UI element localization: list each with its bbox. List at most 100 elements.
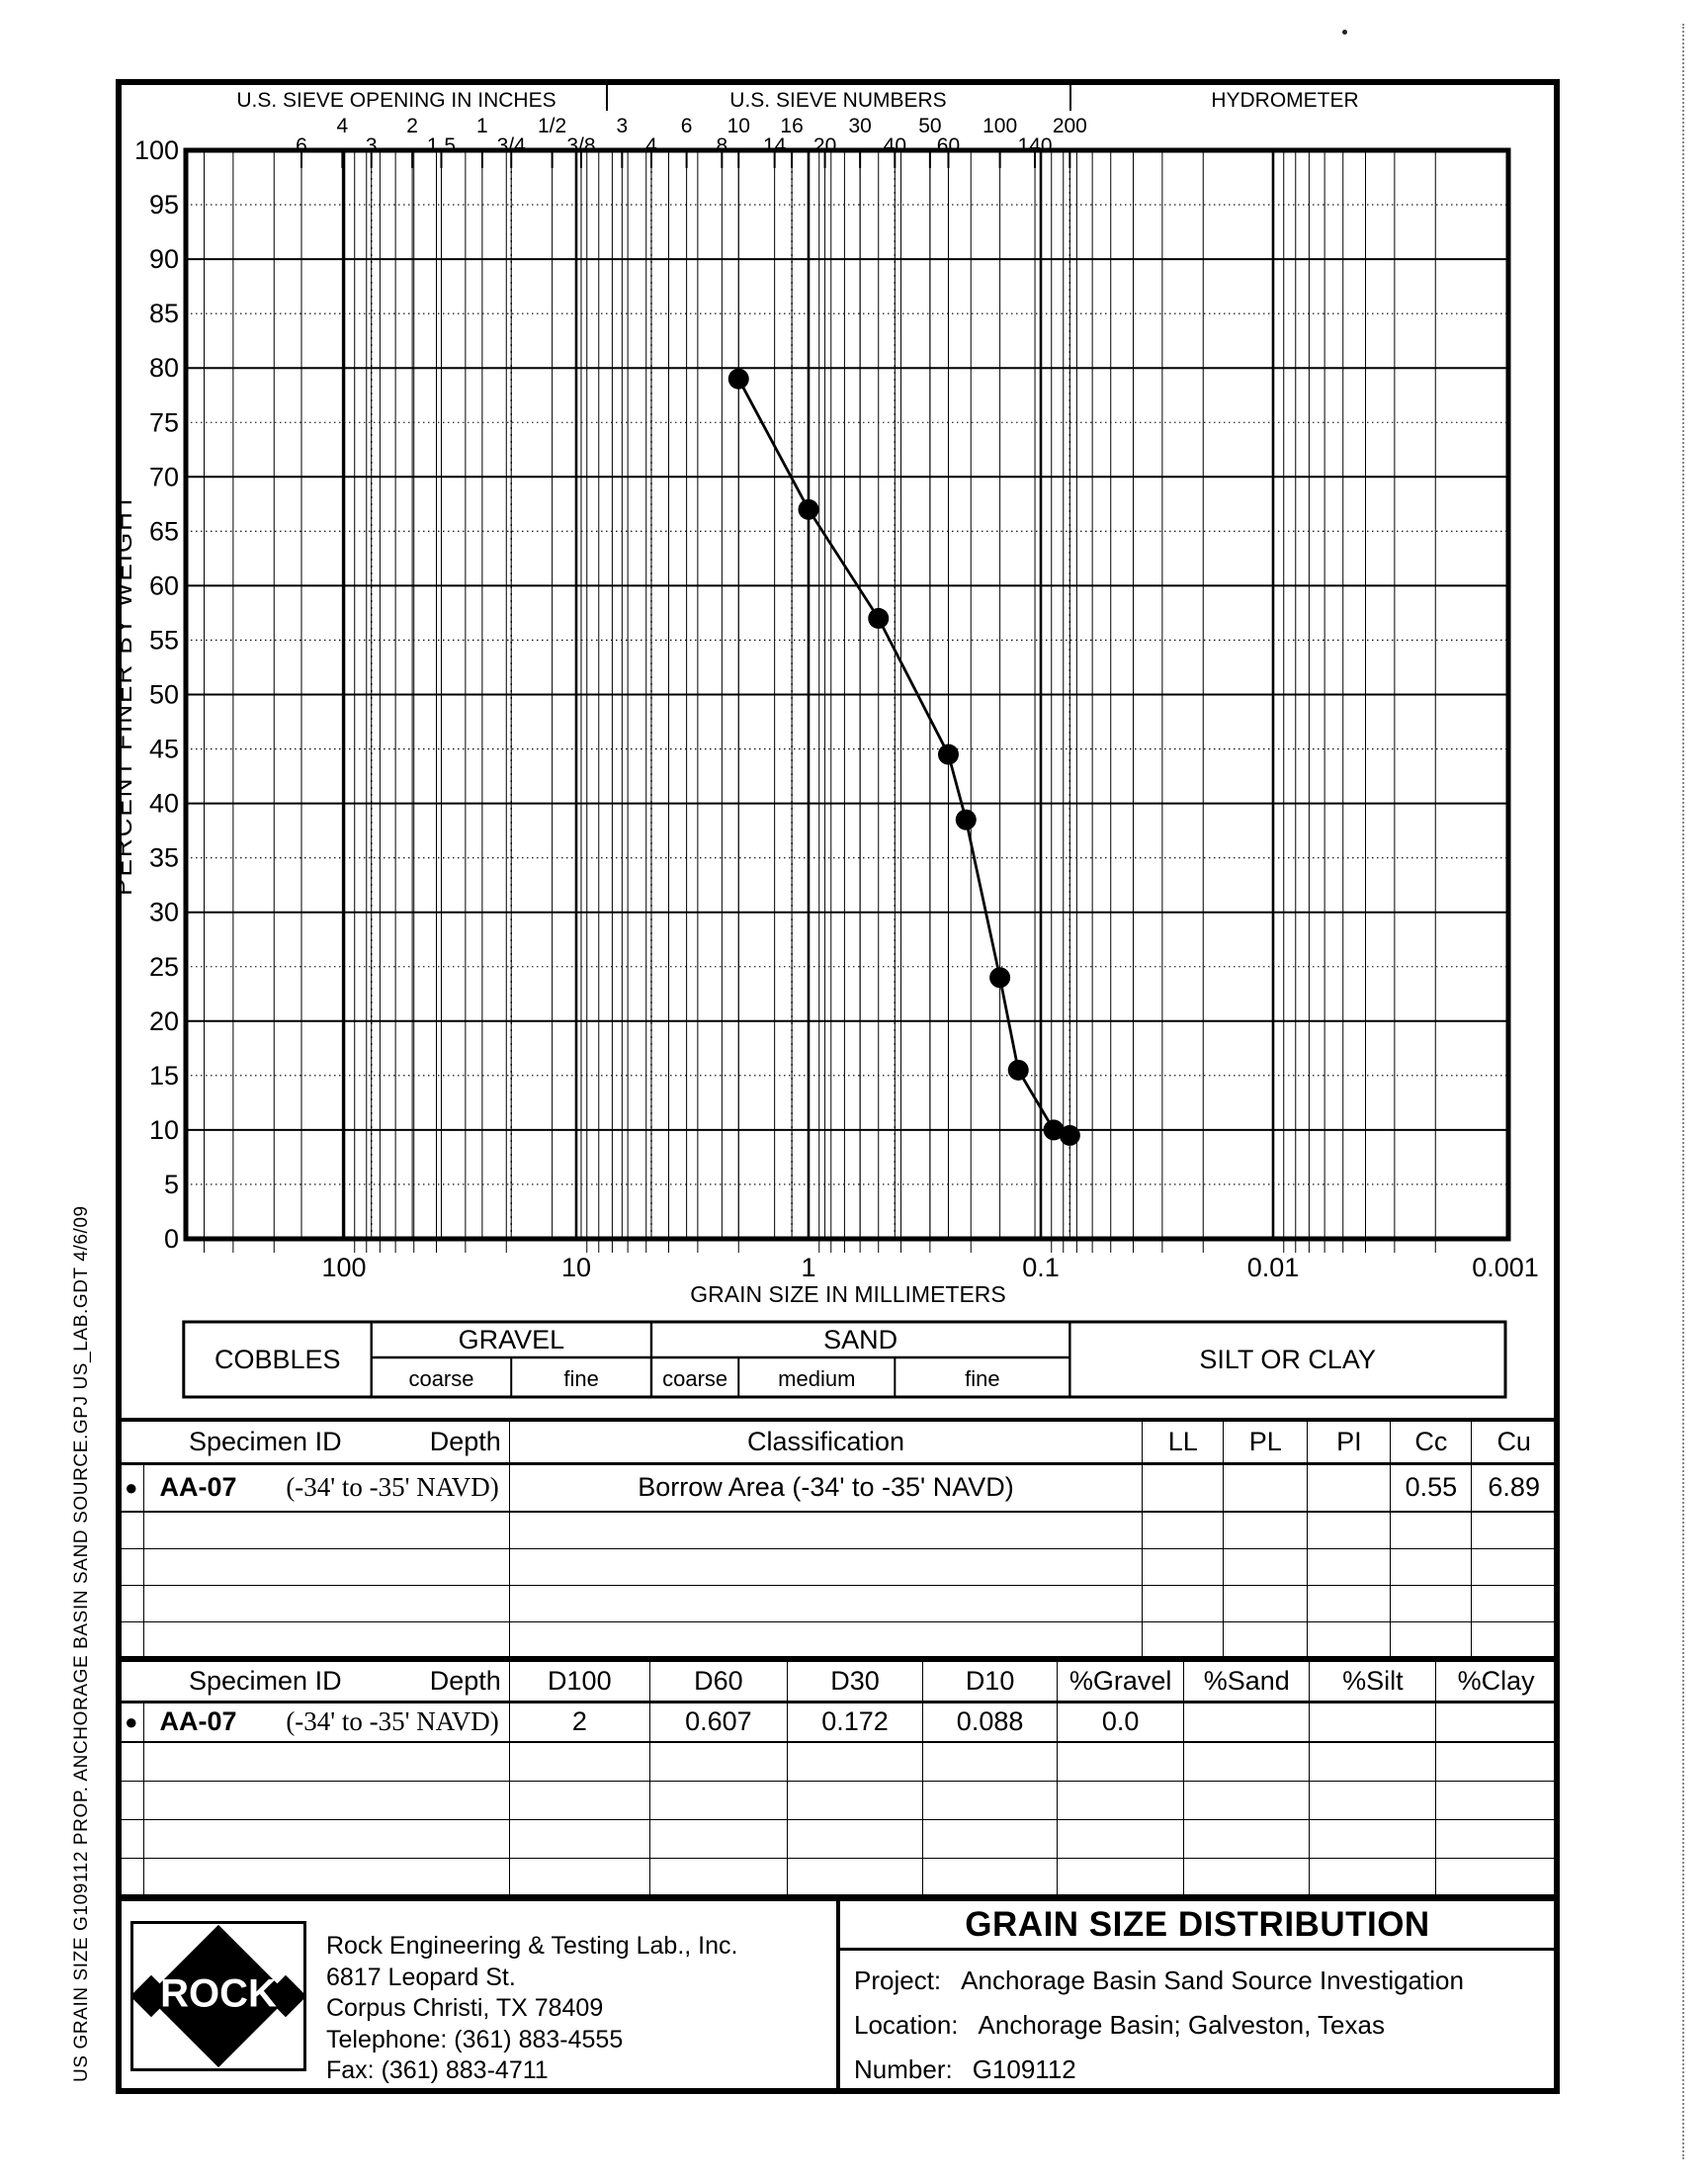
data-point — [798, 498, 819, 520]
empty-row — [117, 1780, 1559, 1820]
specimen-id: AA-07 — [159, 1706, 237, 1737]
header-cu: Cu — [1471, 1419, 1559, 1465]
classification-header-row: Specimen ID Depth Classification LL PL P… — [117, 1419, 1559, 1465]
specimen-id: AA-07 — [159, 1472, 237, 1503]
company-street: 6817 Leopard St. — [326, 1963, 516, 1991]
gradation-header-row: Specimen ID Depth D100 D60 D30 D10 %Grav… — [117, 1659, 1559, 1703]
rock-logo: ROCK — [129, 1921, 307, 2071]
data-point — [955, 809, 977, 830]
y-tick-label: 35 — [149, 843, 179, 873]
sieve-size-label: 3 — [617, 115, 629, 137]
sieve-size-label: 3/8 — [566, 134, 595, 157]
number-value: G109112 — [972, 2054, 1076, 2084]
specimen-depth: (-34' to -35' NAVD) — [286, 1472, 499, 1503]
header-ll: LL — [1142, 1419, 1225, 1465]
pi-value — [1307, 1462, 1392, 1513]
sieve-size-label: 6 — [681, 115, 693, 137]
empty-row — [117, 1547, 1559, 1586]
company-address: Rock Engineering & Testing Lab., Inc. 68… — [326, 1931, 737, 2087]
y-tick-label: 60 — [149, 570, 179, 600]
pl-value — [1223, 1462, 1309, 1513]
grain-size-chart: 64321.513/41/23/834681014162030405060100… — [116, 85, 1539, 1399]
x-axis-title: GRAIN SIZE IN MILLIMETERS — [690, 1281, 1006, 1307]
size-band-sub-label: fine — [965, 1366, 999, 1391]
sieve-size-label: 140 — [1018, 134, 1053, 157]
header-depth: Depth — [429, 1665, 501, 1696]
sieve-size-label: 3 — [366, 134, 378, 157]
header-sand: %Sand — [1183, 1659, 1311, 1703]
data-point — [989, 967, 1011, 989]
project-line: Project: Anchorage Basin Sand Source Inve… — [854, 1959, 1555, 2003]
y-tick-label: 0 — [164, 1224, 179, 1254]
y-axis-title: PERCENT FINER BY WEIGHT — [116, 492, 137, 896]
y-tick-label: 65 — [149, 516, 179, 546]
y-tick-label: 15 — [149, 1061, 179, 1091]
sieve-size-label: 10 — [727, 115, 750, 137]
y-tick-label: 80 — [149, 353, 179, 383]
sieve-size-label: 30 — [848, 115, 871, 137]
d100-value: 2 — [508, 1701, 650, 1743]
header-specimen-id: Specimen ID — [189, 1665, 342, 1696]
scan-artifact-speck — [1342, 30, 1347, 35]
size-band-frame — [182, 1320, 1507, 1399]
sieve-size-label: 40 — [884, 134, 906, 157]
sieve-size-label: 8 — [717, 134, 728, 157]
data-point — [1043, 1119, 1065, 1141]
sieve-size-label: 4 — [645, 134, 657, 157]
sieve-size-label: 1.5 — [427, 134, 456, 157]
y-tick-label: 20 — [149, 1006, 179, 1036]
company-panel: ROCK Rock Engineering & Testing Lab., In… — [121, 1901, 840, 2089]
sieve-size-label: 2 — [406, 115, 418, 137]
y-tick-label: 50 — [149, 680, 179, 710]
sieve-size-label: 4 — [337, 115, 349, 137]
ll-value — [1142, 1462, 1225, 1513]
size-band-group-label: SAND — [823, 1325, 897, 1354]
y-tick-label: 5 — [164, 1170, 179, 1199]
company-fax: Fax: (361) 883-4711 — [326, 2056, 549, 2084]
empty-row — [117, 1857, 1559, 1897]
header-d100: D100 — [508, 1659, 650, 1703]
sieve-size-label: 1 — [476, 115, 488, 137]
sieve-size-label: 50 — [918, 115, 941, 137]
size-band-sub-label: coarse — [408, 1366, 473, 1391]
specimen-depth-cell: AA-07 (-34' to -35' NAVD) — [142, 1462, 510, 1513]
y-tick-label: 40 — [149, 789, 179, 819]
number-line: Number: G109112 — [854, 2048, 1555, 2092]
series-symbol: ● — [117, 1462, 144, 1513]
title-block: ROCK Rock Engineering & Testing Lab., In… — [116, 1896, 1560, 2094]
company-phone: Telephone: (361) 883-4555 — [326, 2025, 624, 2053]
gradation-data-row: ● AA-07 (-34' to -35' NAVD) 2 0.607 0.17… — [117, 1701, 1559, 1743]
y-tick-label: 70 — [149, 462, 179, 491]
sieve-section-title: U.S. SIEVE NUMBERS — [729, 89, 946, 112]
company-city: Corpus Christi, TX 78409 — [326, 1994, 604, 2022]
classification-table: Specimen ID Depth Classification LL PL P… — [116, 1418, 1560, 1660]
sieve-section-title: HYDROMETER — [1211, 89, 1358, 112]
y-tick-label: 55 — [149, 625, 179, 655]
empty-row — [117, 1620, 1559, 1659]
header-silt: %Silt — [1309, 1659, 1437, 1703]
header-depth: Depth — [429, 1426, 501, 1456]
x-tick-label: 100 — [321, 1253, 366, 1282]
empty-row — [117, 1584, 1559, 1622]
data-point — [937, 743, 959, 765]
y-tick-label: 95 — [149, 190, 179, 219]
sidebar-filename-text: US GRAIN SIZE G109112 PROP. ANCHORAGE BA… — [71, 1205, 92, 2082]
empty-row — [117, 1511, 1559, 1549]
d10-value: 0.088 — [922, 1701, 1059, 1743]
size-band-sub-label: coarse — [662, 1366, 727, 1391]
sieve-size-label: 20 — [813, 134, 836, 157]
x-tick-label: 0.01 — [1247, 1253, 1300, 1282]
header-clay: %Clay — [1435, 1659, 1559, 1703]
y-tick-label: 30 — [149, 898, 179, 927]
data-point — [727, 368, 749, 390]
report-info-panel: GRAIN SIZE DISTRIBUTION Project: Anchorag… — [840, 1901, 1555, 2089]
size-band-label: COBBLES — [214, 1345, 341, 1374]
logo-text: ROCK — [160, 1971, 277, 2016]
sieve-section-title: U.S. SIEVE OPENING IN INCHES — [236, 89, 555, 112]
location-value: Anchorage Basin; Galveston, Texas — [978, 2010, 1385, 2040]
number-label: Number: — [854, 2054, 953, 2084]
plot-border — [183, 147, 1511, 1242]
sieve-size-label: 3/4 — [497, 134, 527, 157]
cu-value: 6.89 — [1471, 1462, 1559, 1513]
